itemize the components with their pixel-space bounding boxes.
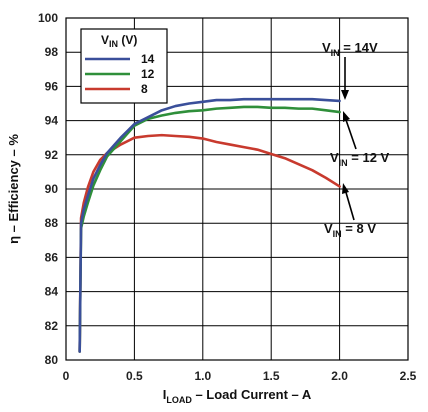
series-layer <box>78 97 341 353</box>
series-line-vin-12 <box>78 105 341 353</box>
x-tick-label: 0.5 <box>126 369 143 383</box>
annotations: VIN = 14V VIN = 12 V VIN = 8 V <box>322 40 390 239</box>
x-tick-label: 1.0 <box>194 369 211 383</box>
legend-box <box>80 28 168 104</box>
x-axis-label: ILOAD – Load Current – A <box>163 387 312 405</box>
x-tick-label: 0 <box>63 369 70 383</box>
annotation-vin-14: VIN = 14V <box>322 40 378 58</box>
legend-title: VIN (V) <box>101 33 137 49</box>
x-tick-label: 1.5 <box>263 369 280 383</box>
y-tick-label: 98 <box>45 45 59 59</box>
legend-label-8: 8 <box>141 82 148 96</box>
y-tick-label: 90 <box>45 182 59 196</box>
annotation-vin-12: VIN = 12 V <box>330 150 390 168</box>
arrow-head-vin-14 <box>341 90 349 100</box>
y-tick-label: 96 <box>45 79 59 93</box>
y-tick-label: 84 <box>45 285 59 299</box>
series-line-vin-8 <box>78 133 341 353</box>
plot-frame <box>65 17 409 361</box>
x-tick-label: 2.0 <box>331 369 348 383</box>
series-line-vin-14 <box>78 97 341 353</box>
y-tick-label: 88 <box>45 216 59 230</box>
legend-label-12: 12 <box>141 67 155 81</box>
annotation-vin-8: VIN = 8 V <box>324 221 376 239</box>
arrow-line-vin-12 <box>344 116 357 150</box>
y-tick-label: 80 <box>45 353 59 367</box>
y-tick-label: 92 <box>45 148 59 162</box>
x-tick-labels: 0 0.5 1.0 1.5 2.0 2.5 <box>63 369 417 383</box>
y-tick-label: 100 <box>38 11 58 25</box>
y-tick-label: 86 <box>45 250 59 264</box>
arrow-head-vin-12 <box>343 111 350 122</box>
x-tick-label: 2.5 <box>400 369 417 383</box>
y-axis-label: η – Efficiency – % <box>6 134 21 244</box>
y-tick-label: 82 <box>45 319 59 333</box>
y-tick-labels: 80 82 84 86 88 90 92 94 96 98 100 <box>38 11 58 367</box>
legend-label-14: 14 <box>141 52 155 66</box>
y-tick-label: 94 <box>45 114 59 128</box>
arrow-head-vin-8 <box>342 183 349 194</box>
arrow-line-vin-8 <box>344 188 355 221</box>
